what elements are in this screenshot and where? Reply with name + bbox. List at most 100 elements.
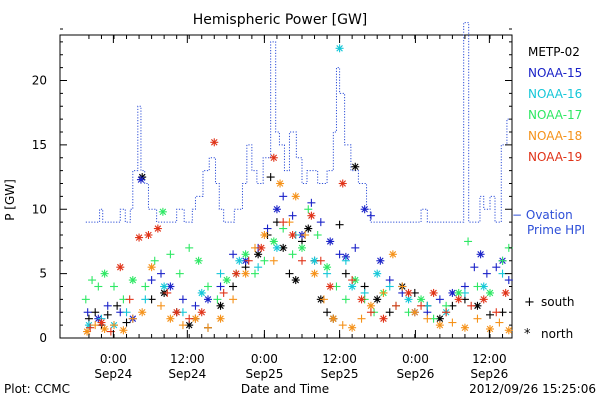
x-tick-time-label: 12:00 — [322, 352, 357, 366]
y-tick-label: 0 — [39, 331, 47, 345]
marker-stroke — [326, 238, 334, 245]
marker-stroke — [98, 319, 105, 326]
marker-stroke — [311, 270, 318, 277]
legend-entry-noaa-17: NOAA-17 — [528, 108, 582, 122]
data-point-noaa-19-south — [163, 288, 172, 297]
chart-axes: 051015200:00Sep2412:00Sep240:00Sep2512:0… — [32, 28, 512, 381]
data-point-noaa-17-north — [241, 250, 250, 259]
marker-stroke — [138, 308, 146, 316]
data-point-noaa-19-south — [219, 288, 228, 297]
marker-stroke — [148, 263, 155, 271]
data-point-noaa-17-south — [94, 282, 103, 291]
data-point-noaa-17-north — [269, 237, 278, 246]
marker-stroke — [505, 327, 513, 334]
marker-stroke — [373, 270, 381, 277]
marker-stroke — [380, 315, 387, 322]
y-tick-label: 20 — [32, 74, 47, 88]
data-point-noaa-18-south — [379, 288, 388, 297]
data-point-metp-02-north — [351, 162, 360, 171]
legend-ovation-line1: − Ovation — [512, 208, 573, 222]
data-point-noaa-19-north — [135, 233, 144, 242]
data-point-noaa-17-south — [498, 256, 507, 265]
data-point-noaa-17-north — [158, 207, 167, 216]
data-point-metp-02-south — [103, 310, 112, 319]
marker-stroke — [254, 251, 262, 258]
chart-title: Hemispheric Power [GW] — [193, 12, 368, 28]
marker-stroke — [217, 315, 224, 322]
marker-stroke — [477, 251, 484, 258]
x-tick-time-label: 0:00 — [251, 352, 278, 366]
x-tick-date-label: Sep24 — [168, 367, 206, 381]
marker-stroke — [198, 308, 206, 316]
data-point-noaa-17-south — [175, 269, 184, 278]
marker-stroke — [351, 163, 359, 171]
data-point-noaa-19-north — [454, 295, 463, 304]
data-point-noaa-19-north — [338, 179, 347, 188]
data-point-noaa-18-south — [423, 314, 432, 323]
data-point-noaa-17-south — [313, 231, 322, 239]
marker-stroke — [336, 45, 343, 52]
marker-stroke — [137, 176, 145, 183]
y-tick-label: 15 — [32, 138, 47, 152]
data-point-noaa-15-south — [351, 243, 360, 252]
data-point-noaa-17-north — [100, 269, 109, 278]
marker-stroke — [167, 315, 174, 322]
legend-ovation-line2: Prime HPI — [527, 223, 585, 237]
chart-legend: METP-02 NOAA-15 NOAA-16 NOAA-17 NOAA-18 NOAA-… — [512, 45, 585, 342]
data-point-metp-02-south — [335, 220, 344, 229]
data-point-noaa-18-south — [338, 321, 347, 330]
marker-stroke — [129, 276, 137, 284]
data-point-noaa-19-north — [269, 153, 278, 162]
chart-marks — [81, 22, 513, 336]
data-point-noaa-15-south — [307, 198, 316, 207]
data-point-noaa-18-north — [348, 323, 357, 332]
marker-stroke — [217, 302, 224, 310]
marker-stroke — [273, 205, 281, 213]
data-point-noaa-19-south — [185, 314, 194, 323]
data-point-noaa-15-south — [103, 301, 112, 310]
data-point-noaa-18-north — [504, 326, 513, 335]
marker-stroke — [311, 257, 318, 265]
marker-stroke — [173, 308, 180, 316]
data-point-noaa-17-north — [298, 243, 306, 252]
data-point-noaa-19-north — [116, 263, 125, 272]
data-point-noaa-15-south — [83, 308, 92, 317]
data-point-noaa-15-south — [288, 211, 297, 220]
data-point-noaa-18-north — [166, 314, 175, 323]
data-point-noaa-17-south — [464, 237, 473, 246]
data-point-noaa-15-south — [157, 269, 165, 278]
data-point-noaa-18-south — [269, 256, 278, 265]
data-point-noaa-15-south — [279, 192, 288, 201]
data-point-noaa-18-south — [448, 318, 457, 327]
marker-stroke — [289, 231, 296, 239]
data-point-noaa-18-north — [486, 324, 494, 333]
data-point-noaa-15-south — [229, 250, 238, 259]
marker-stroke — [461, 324, 469, 331]
marker-stroke — [348, 283, 356, 290]
data-point-noaa-15-south — [147, 276, 156, 285]
data-point-noaa-18-south — [301, 231, 310, 239]
data-point-noaa-19-south — [492, 308, 501, 317]
marker-stroke — [417, 296, 425, 303]
data-point-metp-02-south — [323, 308, 332, 317]
data-point-noaa-17-south — [185, 243, 194, 252]
data-point-noaa-18-north — [119, 326, 128, 335]
data-point-noaa-19-north — [307, 211, 316, 220]
data-point-noaa-17-north — [454, 288, 463, 297]
data-point-noaa-19-south — [392, 301, 400, 310]
data-point-noaa-18-south — [204, 323, 212, 332]
marker-stroke — [145, 231, 152, 239]
timestamp: 2012/09/26 15:25:06 — [469, 382, 596, 396]
data-point-noaa-15-north — [360, 205, 369, 214]
data-point-noaa-17-south — [304, 205, 313, 214]
marker-stroke — [455, 289, 462, 297]
marker-stroke — [326, 283, 334, 290]
marker-stroke — [436, 321, 444, 329]
data-point-noaa-17-north — [128, 276, 137, 285]
data-point-noaa-19-south — [348, 276, 357, 285]
marker-stroke — [270, 238, 278, 245]
data-point-noaa-18-south — [157, 301, 165, 310]
data-point-noaa-15-south — [335, 250, 344, 259]
data-point-noaa-19-south — [86, 323, 95, 332]
data-point-noaa-19-south — [442, 308, 451, 317]
